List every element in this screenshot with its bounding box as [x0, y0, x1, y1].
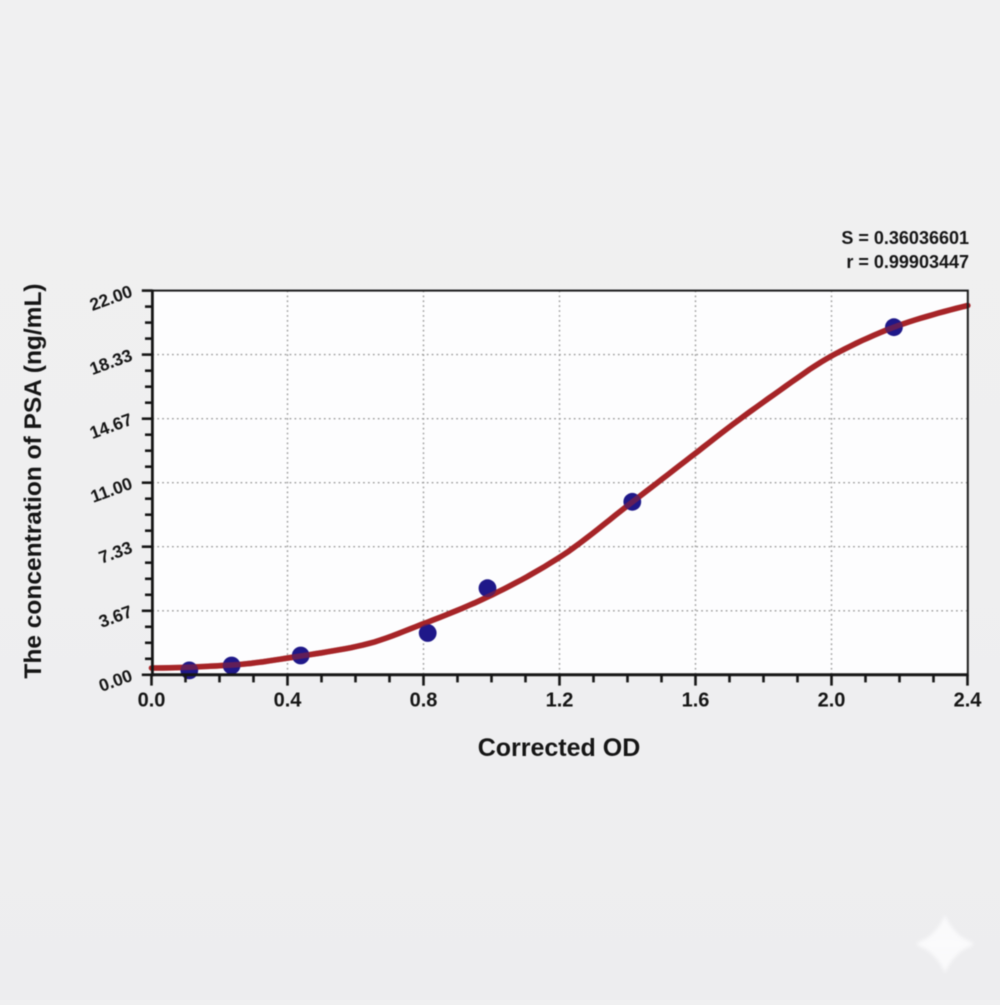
svg-text:2.0: 2.0 — [818, 690, 846, 712]
svg-text:1.6: 1.6 — [682, 690, 710, 712]
svg-text:The concentration of PSA (ng/m: The concentration of PSA (ng/mL) — [20, 283, 47, 678]
svg-text:0.8: 0.8 — [410, 690, 438, 712]
svg-text:0.4: 0.4 — [274, 690, 303, 712]
svg-text:14.67: 14.67 — [87, 409, 135, 443]
svg-text:11.00: 11.00 — [88, 473, 135, 507]
svg-text:r = 0.99903447: r = 0.99903447 — [846, 252, 969, 272]
svg-text:Corrected OD: Corrected OD — [478, 734, 641, 762]
svg-text:0.00: 0.00 — [96, 665, 135, 696]
svg-text:0.0: 0.0 — [138, 690, 166, 712]
svg-text:1.2: 1.2 — [546, 690, 574, 712]
svg-text:2.4: 2.4 — [954, 690, 983, 712]
svg-text:22.00: 22.00 — [87, 281, 135, 315]
svg-text:3.67: 3.67 — [96, 601, 135, 631]
svg-text:18.33: 18.33 — [87, 345, 135, 379]
svg-text:7.33: 7.33 — [96, 537, 135, 568]
svg-text:S = 0.36036601: S = 0.36036601 — [841, 228, 969, 248]
